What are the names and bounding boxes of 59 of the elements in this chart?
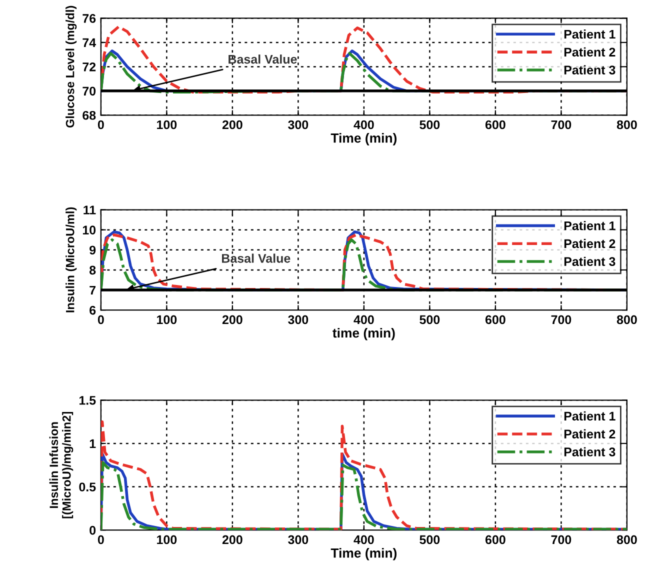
x-tick-label: 600 bbox=[485, 120, 506, 130]
x-axis-title: time (min) bbox=[332, 328, 395, 340]
x-tick-label: 500 bbox=[420, 120, 440, 130]
x-tick-label: 600 bbox=[485, 315, 506, 324]
annotation: Basal Value bbox=[228, 54, 297, 64]
x-tick-label: 200 bbox=[222, 120, 242, 130]
y-axis-title: Insulin (MicroU/ml) bbox=[66, 207, 77, 312]
x-tick-label: 300 bbox=[288, 535, 308, 544]
y-tick-label: 72 bbox=[82, 62, 96, 72]
x-tick-label: 100 bbox=[157, 535, 177, 544]
y-tick-label: 76 bbox=[82, 14, 96, 23]
x-tick-label: 0 bbox=[98, 120, 104, 130]
y-tick-label: 9 bbox=[90, 246, 96, 255]
x-tick-label: 800 bbox=[616, 535, 637, 544]
x-axis-title: Time (min) bbox=[330, 548, 397, 560]
x-tick-label: 300 bbox=[288, 315, 308, 324]
y-tick-label: 7 bbox=[90, 286, 96, 295]
x-tick-label: 800 bbox=[616, 120, 637, 130]
y-tick-label: 1 bbox=[90, 439, 96, 448]
x-axis-title: Time (min) bbox=[330, 133, 397, 146]
y-axis-title: Insulin Infusion [(MicroU)/mg/min2] bbox=[49, 412, 74, 518]
legend-label: Patient 3 bbox=[564, 65, 616, 74]
x-tick-label: 500 bbox=[420, 535, 440, 544]
y-tick-label: 8 bbox=[90, 266, 96, 275]
legend-label: Patient 1 bbox=[564, 221, 616, 230]
x-tick-label: 400 bbox=[354, 535, 374, 544]
y-tick-label: 0.5 bbox=[79, 482, 96, 492]
legend-label: Patient 2 bbox=[564, 238, 616, 248]
x-tick-label: 700 bbox=[551, 315, 572, 324]
legend-label: Patient 2 bbox=[564, 429, 616, 438]
x-tick-label: 500 bbox=[420, 315, 440, 324]
annotation: Basal Value bbox=[222, 254, 290, 263]
x-tick-label: 200 bbox=[222, 535, 242, 544]
y-tick-label: 0 bbox=[90, 526, 96, 535]
x-tick-label: 100 bbox=[157, 120, 177, 130]
x-tick-label: 600 bbox=[485, 535, 506, 544]
legend-label: Patient 1 bbox=[564, 411, 616, 421]
x-tick-label: 400 bbox=[354, 315, 374, 324]
x-tick-label: 700 bbox=[551, 535, 572, 544]
legend-label: Patient 3 bbox=[564, 256, 616, 266]
y-tick-label: 68 bbox=[82, 110, 96, 120]
legend-label: Patient 2 bbox=[564, 47, 616, 57]
x-tick-label: 400 bbox=[354, 120, 374, 130]
y-tick-label: 10 bbox=[82, 226, 96, 234]
y-tick-label: 1.5 bbox=[79, 396, 96, 405]
x-tick-label: 200 bbox=[222, 315, 242, 324]
x-tick-label: 100 bbox=[157, 315, 177, 324]
legend-label: Patient 3 bbox=[564, 447, 616, 456]
y-tick-label: 70 bbox=[82, 86, 96, 96]
y-tick-label: 11 bbox=[84, 206, 96, 214]
y-tick-label: 6 bbox=[90, 306, 96, 315]
y-tick-label: 74 bbox=[82, 38, 96, 47]
y-axis-title: Glucose Level (mg/dl) bbox=[66, 6, 77, 128]
x-tick-label: 300 bbox=[288, 120, 308, 130]
x-tick-label: 0 bbox=[98, 315, 104, 324]
x-tick-label: 700 bbox=[551, 120, 572, 130]
x-tick-label: 800 bbox=[616, 315, 637, 324]
x-tick-label: 0 bbox=[98, 535, 104, 544]
legend-label: Patient 1 bbox=[564, 29, 616, 39]
